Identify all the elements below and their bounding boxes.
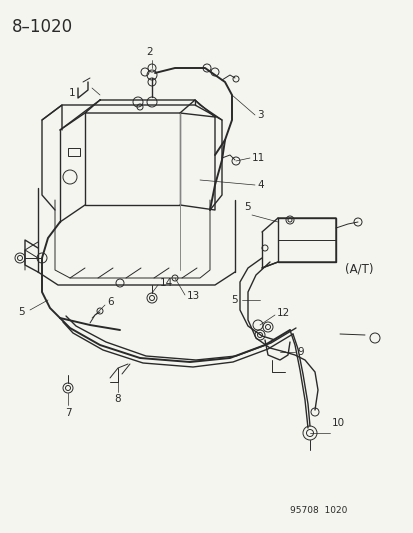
Text: 4: 4: [256, 180, 263, 190]
Text: 1: 1: [68, 88, 75, 98]
Text: 3: 3: [256, 110, 263, 120]
Text: 10: 10: [331, 418, 344, 428]
Text: 2: 2: [146, 47, 153, 57]
Text: 9: 9: [296, 347, 303, 357]
Text: 11: 11: [252, 153, 265, 163]
Text: 12: 12: [276, 308, 290, 318]
Text: 14: 14: [159, 278, 173, 288]
Text: 8: 8: [114, 394, 121, 404]
Text: 13: 13: [187, 291, 200, 301]
Text: 8–1020: 8–1020: [12, 18, 73, 36]
Text: 7: 7: [64, 408, 71, 418]
Text: 95708  1020: 95708 1020: [289, 506, 347, 515]
Text: 5: 5: [231, 295, 237, 305]
Text: 5: 5: [19, 307, 25, 317]
Text: (A/T): (A/T): [344, 262, 373, 275]
Text: 5: 5: [244, 202, 251, 212]
Text: 6: 6: [107, 297, 113, 307]
Bar: [277, 218, 335, 262]
Bar: [68, 148, 80, 156]
